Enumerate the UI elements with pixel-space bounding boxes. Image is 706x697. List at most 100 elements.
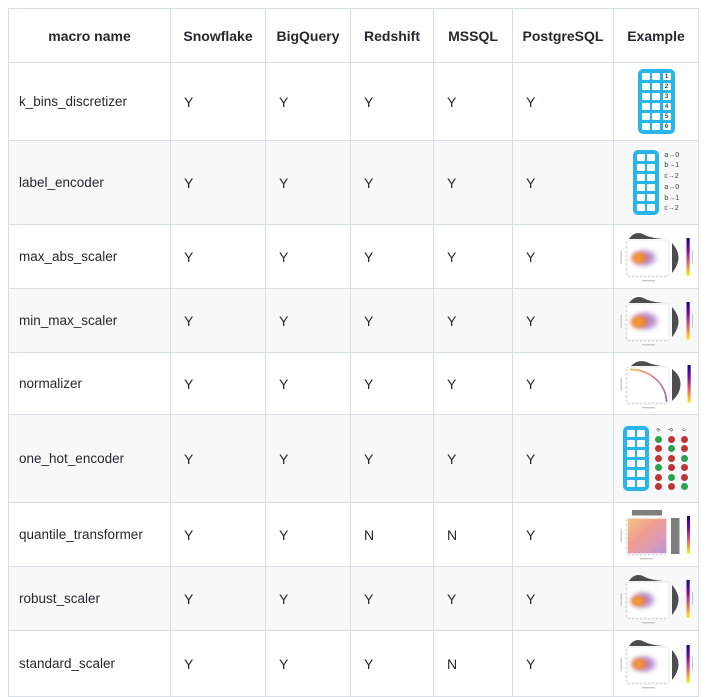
- support-cell-mssql: Y: [433, 414, 513, 503]
- top-marginal-density: [629, 232, 664, 239]
- support-cell-mssql: Y: [433, 352, 513, 415]
- column-header-mssql: MSSQL: [433, 8, 513, 63]
- support-cell-snowflake: Y: [170, 140, 266, 225]
- support-cell-redshift: Y: [350, 414, 434, 503]
- right-marginal-density: [672, 368, 681, 401]
- support-cell-mssql: Y: [433, 288, 513, 353]
- support-cell-postgresql: Y: [512, 224, 614, 289]
- axis-ticks: [625, 368, 666, 405]
- support-cell-bigquery: Y: [265, 224, 351, 289]
- density-scatter-example-image: [620, 639, 694, 688]
- colorbar: [686, 237, 690, 276]
- table-row-min-max-scaler: min_max_scaler Y Y Y Y Y: [8, 288, 699, 353]
- column-header-postgresql: PostgreSQL: [512, 8, 614, 63]
- colorbar: [687, 364, 691, 403]
- table-row-normalizer: normalizer Y Y Y Y Y: [8, 352, 699, 415]
- label-mapping-list: a→0 b→1 c→2 a→0 b→1 c→2: [664, 151, 680, 213]
- support-cell-redshift: Y: [350, 224, 434, 289]
- density-scatter-example-image: [620, 574, 694, 623]
- example-cell: a→0 b→1 c→2 a→0 b→1 c→2: [613, 140, 699, 225]
- colorbar: [686, 301, 690, 340]
- macro-name-cell: quantile_transformer: [8, 502, 171, 567]
- macro-name-cell: min_max_scaler: [8, 288, 171, 353]
- top-histogram-bar: [632, 509, 662, 515]
- density-scatter-example-image: [620, 232, 694, 281]
- support-cell-mssql: Y: [433, 140, 513, 225]
- table-row-robust-scaler: robust_scaler Y Y Y Y Y: [8, 566, 699, 631]
- right-marginal-density: [672, 584, 679, 615]
- colorbar: [686, 644, 690, 683]
- support-cell-snowflake: Y: [170, 502, 266, 567]
- support-cell-bigquery: Y: [265, 288, 351, 353]
- example-cell: [613, 352, 699, 415]
- unit-circle-arc: [629, 368, 668, 402]
- support-cell-postgresql: Y: [512, 62, 614, 141]
- example-cell: [613, 630, 699, 697]
- density-blob: [628, 246, 660, 269]
- table-row-standard-scaler: standard_scaler Y Y Y N Y: [8, 630, 699, 697]
- support-cell-mssql: Y: [433, 62, 513, 141]
- support-cell-postgresql: Y: [512, 630, 614, 697]
- support-cell-mssql: N: [433, 630, 513, 697]
- support-cell-mssql: N: [433, 502, 513, 567]
- table-row-max-abs-scaler: max_abs_scaler Y Y Y Y Y: [8, 224, 699, 289]
- header-row: macro name Snowflake BigQuery Redshift M…: [8, 8, 699, 63]
- right-marginal-density: [672, 306, 679, 337]
- example-cell: [613, 502, 699, 567]
- support-cell-snowflake: Y: [170, 62, 266, 141]
- axis-ticks: [625, 583, 666, 620]
- right-histogram-bar: [671, 517, 680, 554]
- density-scatter-example-image: [620, 296, 694, 345]
- support-cell-postgresql: Y: [512, 140, 614, 225]
- macro-name-cell: max_abs_scaler: [8, 224, 171, 289]
- support-cell-mssql: Y: [433, 566, 513, 631]
- top-marginal-density: [629, 574, 664, 581]
- support-cell-bigquery: Y: [265, 414, 351, 503]
- column-header-example: Example: [613, 8, 699, 63]
- support-cell-snowflake: Y: [170, 414, 266, 503]
- support-cell-postgresql: Y: [512, 288, 614, 353]
- density-blob: [628, 652, 660, 675]
- axis-ticks: [625, 305, 666, 342]
- support-cell-postgresql: Y: [512, 414, 614, 503]
- axis-ticks: [625, 648, 666, 685]
- top-marginal-density: [629, 639, 664, 646]
- macro-name-cell: one_hot_encoder: [8, 414, 171, 503]
- uniform-density-fill: [627, 518, 667, 553]
- support-cell-snowflake: Y: [170, 224, 266, 289]
- column-header-redshift: Redshift: [350, 8, 434, 63]
- macro-name-cell: standard_scaler: [8, 630, 171, 697]
- support-cell-postgresql: Y: [512, 502, 614, 567]
- support-cell-redshift: Y: [350, 566, 434, 631]
- support-cell-bigquery: Y: [265, 140, 351, 225]
- support-cell-snowflake: Y: [170, 630, 266, 697]
- axis-ticks: [625, 241, 666, 278]
- macro-name-cell: label_encoder: [8, 140, 171, 225]
- support-cell-bigquery: Y: [265, 352, 351, 415]
- support-cell-bigquery: Y: [265, 630, 351, 697]
- unit-circle-arc-example-image: [620, 360, 691, 408]
- support-cell-snowflake: Y: [170, 566, 266, 631]
- support-cell-redshift: Y: [350, 352, 434, 415]
- data-table-icon: [632, 149, 660, 216]
- column-header-snowflake: Snowflake: [170, 8, 266, 63]
- data-table-icon: [622, 425, 650, 492]
- top-marginal-density: [629, 296, 664, 303]
- support-cell-snowflake: Y: [170, 288, 266, 353]
- density-blob: [628, 308, 662, 333]
- support-cell-redshift: Y: [350, 62, 434, 141]
- axis-ticks: [625, 519, 666, 556]
- support-cell-bigquery: Y: [265, 62, 351, 141]
- support-cell-bigquery: Y: [265, 502, 351, 567]
- support-cell-bigquery: Y: [265, 566, 351, 631]
- support-cell-redshift: N: [350, 502, 434, 567]
- support-cell-postgresql: Y: [512, 566, 614, 631]
- example-cell: [613, 566, 699, 631]
- example-cell: [613, 224, 699, 289]
